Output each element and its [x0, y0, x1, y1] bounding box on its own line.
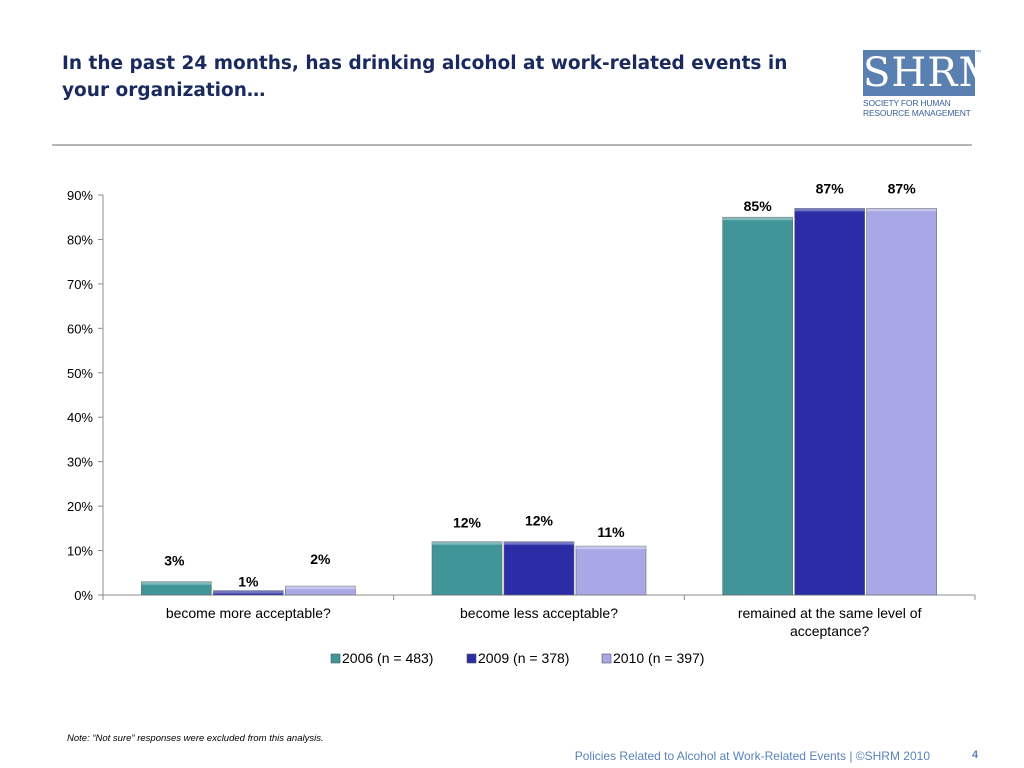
y-tick-label: 80%: [67, 232, 93, 247]
legend-label: 2006 (n = 483): [342, 650, 433, 666]
bar-highlight: [722, 217, 793, 221]
data-label: 87%: [888, 180, 917, 196]
x-category-label: become less acceptable?: [460, 605, 618, 621]
y-tick-label: 90%: [67, 188, 93, 203]
y-tick-label: 40%: [67, 410, 93, 425]
bar: [575, 545, 647, 596]
x-category-label: acceptance?: [790, 623, 870, 639]
bar-highlight: [285, 586, 356, 590]
y-tick-label: 70%: [67, 277, 93, 292]
y-tick-label: 10%: [67, 544, 93, 559]
page-title: In the past 24 months, has drinking alco…: [62, 53, 788, 101]
y-tick-label: 0%: [74, 588, 93, 603]
data-label: 1%: [238, 574, 259, 590]
bar-highlight: [794, 208, 865, 212]
header-divider: [52, 144, 972, 146]
bar: [503, 541, 575, 596]
logo-subtitle-line2: Resource Management: [863, 108, 971, 118]
bar: [866, 208, 937, 596]
bar-highlight: [576, 546, 646, 550]
data-label: 87%: [816, 180, 845, 196]
bar: [213, 590, 284, 596]
shrm-logo: SHRM ™ Society for Human Resource Manage…: [863, 50, 999, 122]
data-label: 85%: [744, 198, 773, 214]
data-label: 12%: [453, 515, 482, 531]
bar-highlight: [504, 541, 574, 545]
data-label: 2%: [310, 551, 331, 567]
x-category-label: remained at the same level of: [738, 605, 922, 621]
bar: [722, 216, 793, 596]
bar: [431, 541, 503, 596]
y-tick-label: 60%: [67, 321, 93, 336]
legend-swatch: [466, 653, 477, 664]
logo-subtitle: Society for Human Resource Management: [863, 98, 981, 118]
bar: [141, 581, 212, 596]
data-label: 11%: [597, 524, 625, 540]
legend-swatch: [601, 653, 612, 664]
legend-label: 2009 (n = 378): [478, 650, 569, 666]
bar-highlight: [141, 581, 212, 585]
bar: [794, 208, 865, 596]
footer-text: Policies Related to Alcohol at Work-Rela…: [574, 749, 930, 763]
page-number: 4: [972, 749, 979, 761]
bar-highlight: [866, 208, 937, 212]
bar-highlight: [432, 541, 502, 545]
bar-highlight: [213, 590, 284, 594]
data-label: 3%: [164, 553, 185, 569]
y-tick-label: 30%: [67, 455, 93, 470]
legend-swatch: [330, 653, 341, 664]
legend-label: 2010 (n = 397): [613, 650, 704, 666]
bar: [285, 585, 356, 596]
y-tick-label: 20%: [67, 499, 93, 514]
logo-subtitle-line1: Society for Human: [863, 98, 951, 108]
y-tick-label: 50%: [67, 366, 93, 381]
x-category-label: become more acceptable?: [166, 605, 331, 621]
footnote: Note: “Not sure” responses were excluded…: [67, 733, 324, 744]
logo-trademark: ™: [975, 50, 981, 56]
data-label: 12%: [525, 513, 554, 529]
